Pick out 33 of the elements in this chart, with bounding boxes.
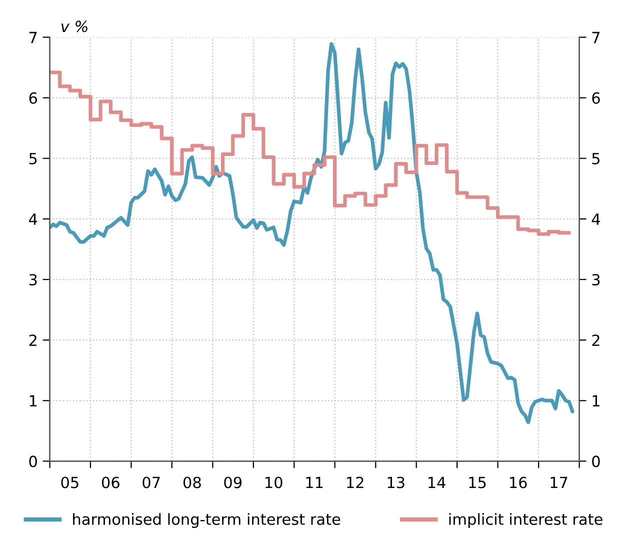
- x-tick-label: 07: [142, 476, 160, 488]
- y-tick-label: 7: [29, 32, 37, 44]
- x-tick-label: 05: [61, 476, 78, 488]
- y2-tick-label: 0: [592, 456, 600, 468]
- y-tick-label: 3: [29, 274, 37, 286]
- x-tick-label: 08: [183, 476, 201, 488]
- x-tick-label: 15: [469, 476, 486, 488]
- x-tick-label: 10: [266, 476, 282, 488]
- y-tick-label: 5: [29, 153, 37, 164]
- y-axis-title: v %: [61, 20, 88, 32]
- y2-tick-label: 1: [592, 395, 600, 406]
- y-tick-label: 2: [29, 334, 36, 346]
- x-tick-label: 17: [550, 476, 568, 488]
- line-series: [50, 42, 574, 424]
- y2-tick-label: 3: [592, 274, 600, 286]
- x-tick-label: 13: [388, 476, 404, 488]
- legend-label: implicit interest rate: [449, 513, 602, 528]
- x-tick-label: 14: [428, 476, 446, 488]
- x-tick-label: 12: [347, 476, 364, 488]
- y-tick-label: 1: [30, 395, 37, 406]
- y-tick-label: 4: [28, 214, 38, 225]
- x-tick-label: 16: [510, 476, 527, 488]
- x-tick-label: 06: [102, 476, 120, 488]
- y-tick-label: 0: [29, 456, 37, 468]
- y2-tick-label: 4: [592, 214, 600, 225]
- y2-tick-label: 6: [592, 92, 600, 104]
- y2-tick-label: 7: [592, 32, 600, 44]
- x-tick-label: 11: [306, 476, 323, 488]
- y-tick-label: 6: [29, 92, 37, 104]
- x-tick-label: 09: [224, 476, 242, 488]
- legend-label: harmonised long-term interest rate: [73, 513, 340, 528]
- y2-tick-label: 5: [592, 153, 600, 164]
- y2-tick-label: 2: [592, 334, 600, 346]
